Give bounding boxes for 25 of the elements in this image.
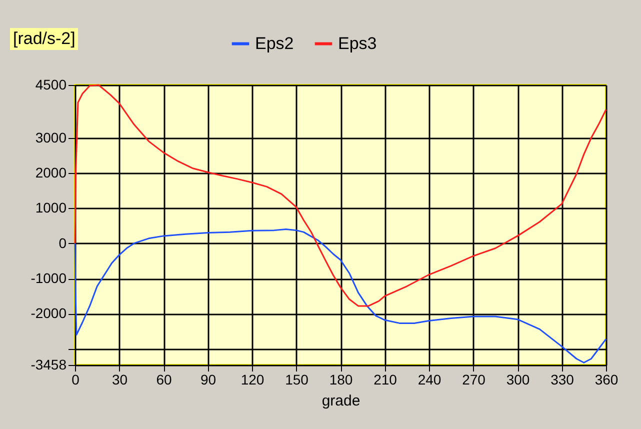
x-tick-label: 150 (285, 372, 309, 388)
y-tick-label: -1000 (30, 270, 67, 286)
y-tick-label: -3458 (30, 356, 67, 372)
legend-label: Eps3 (338, 34, 377, 53)
y-tick-label: 2000 (35, 164, 67, 180)
legend-label: Eps2 (255, 34, 294, 53)
x-axis-title: grade (322, 392, 360, 410)
y-axis-title: [rad/s-2] (10, 28, 78, 50)
x-tick-label: 90 (200, 372, 216, 388)
x-tick-label: 240 (418, 372, 442, 388)
x-tick-label: 210 (374, 372, 398, 388)
x-tick-label: 120 (240, 372, 264, 388)
x-tick-label: 30 (112, 372, 128, 388)
x-tick-label: 270 (462, 372, 486, 388)
x-tick-label: 60 (156, 372, 172, 388)
y-tick-label: 0 (58, 234, 67, 251)
y-tick-label: 1000 (35, 200, 67, 216)
x-tick-label: 180 (329, 372, 353, 388)
y-tick-label: 4500 (35, 76, 67, 92)
x-tick-label: 0 (72, 372, 80, 388)
x-tick-label: 300 (506, 372, 530, 388)
x-tick-label: 360 (594, 372, 618, 388)
x-tick-label: 330 (550, 372, 574, 388)
y-tick-label: -2000 (30, 305, 67, 322)
y-tick-label: 3000 (35, 129, 67, 146)
